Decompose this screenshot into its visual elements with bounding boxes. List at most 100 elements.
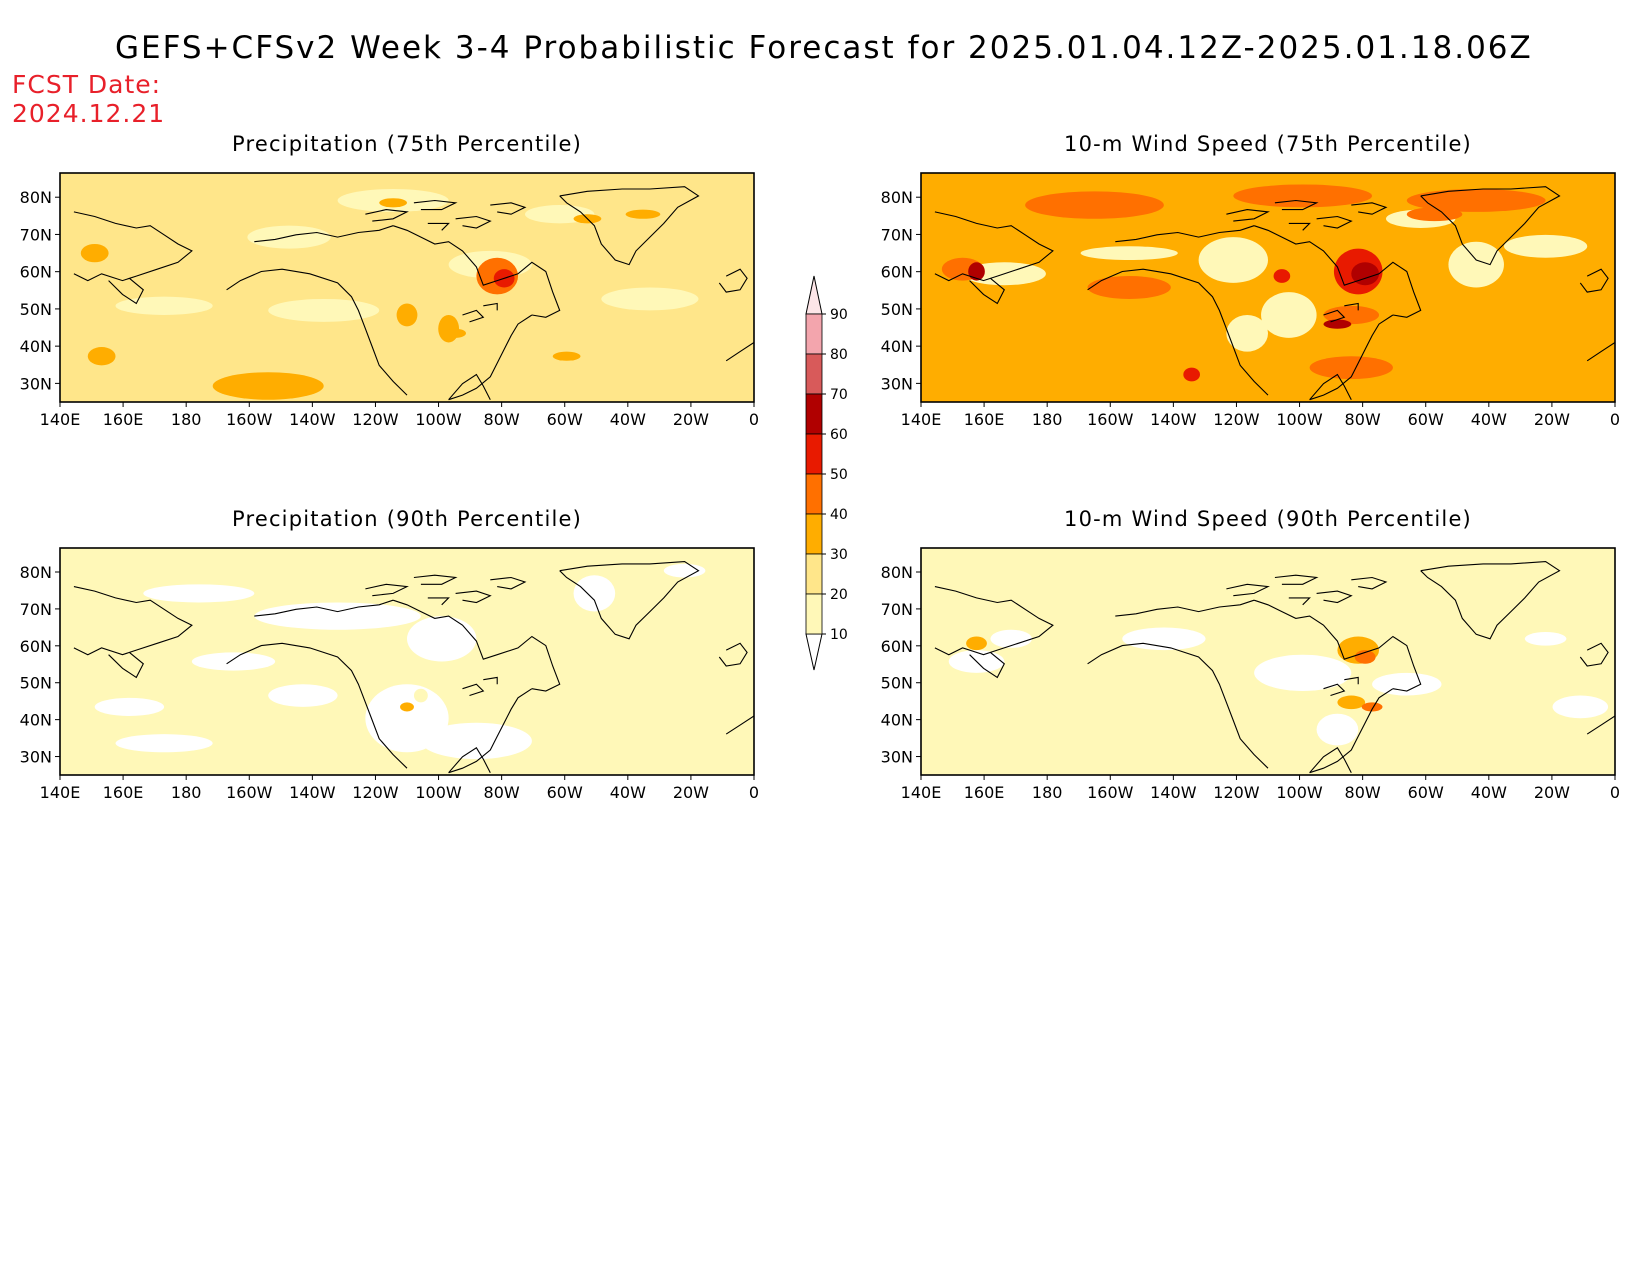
coastline	[969, 651, 1005, 679]
probability-region	[1406, 189, 1546, 212]
panel-title: Precipitation (75th Percentile)	[232, 132, 582, 156]
lat-label: 50N	[881, 300, 913, 319]
lat-label: 80N	[881, 563, 913, 582]
coastline	[1579, 268, 1609, 293]
probability-region	[1226, 314, 1269, 352]
coastline	[559, 561, 700, 640]
probability-region	[625, 209, 661, 219]
coastline	[455, 215, 492, 229]
lon-label: 140W	[289, 410, 336, 429]
coastline	[1323, 309, 1346, 323]
lat-label: 70N	[881, 600, 913, 619]
coastline	[718, 642, 748, 667]
lon-label: 160E	[103, 783, 144, 802]
lon-label: 140E	[901, 410, 942, 429]
lat-label: 40N	[881, 337, 913, 356]
colorbar-swatch	[805, 433, 823, 475]
lat-label: 80N	[881, 188, 913, 207]
lon-label: 60W	[547, 410, 583, 429]
lon-label: 40W	[610, 783, 646, 802]
probability-region	[191, 652, 276, 671]
coastline	[1226, 209, 1270, 222]
lat-label: 40N	[20, 711, 52, 730]
probability-region	[379, 198, 407, 208]
lon-label: 140E	[40, 783, 81, 802]
map-frame	[59, 172, 755, 403]
probability-region	[663, 563, 706, 578]
coastline	[1344, 676, 1359, 685]
probability-region	[1503, 234, 1588, 258]
probability-region	[445, 328, 466, 338]
probability-region	[115, 734, 213, 753]
probability-region	[1406, 207, 1463, 222]
colorbar-label: 10	[830, 627, 848, 643]
colorbar-label: 70	[830, 387, 848, 403]
probability-region	[143, 584, 255, 603]
colorbar-swatch	[805, 593, 823, 635]
coastline	[226, 268, 408, 396]
lon-label: 0	[749, 783, 759, 802]
coastline	[490, 202, 527, 215]
panel-title: Precipitation (90th Percentile)	[232, 507, 582, 531]
lat-label: 60N	[881, 263, 913, 282]
probability-region	[1316, 713, 1359, 746]
probability-region	[1323, 319, 1352, 329]
coastline	[1274, 574, 1319, 585]
probability-region	[1247, 566, 1317, 585]
coastline	[413, 199, 458, 211]
lon-label: 60W	[547, 783, 583, 802]
coastline	[1420, 561, 1561, 640]
coastline	[427, 222, 450, 231]
colorbar-label: 30	[830, 547, 848, 563]
colorbar-low-arrow	[805, 633, 823, 671]
probability-region	[1448, 241, 1504, 288]
lon-label: 20W	[673, 410, 709, 429]
lon-label: 140W	[1150, 410, 1197, 429]
colorbar-label: 50	[830, 467, 848, 483]
lat-label: 60N	[881, 637, 913, 656]
lat-label: 80N	[20, 563, 52, 582]
map-frame	[920, 172, 1616, 403]
lon-label: 60W	[1408, 410, 1444, 429]
probability-region	[1032, 559, 1227, 592]
lat-label: 50N	[881, 674, 913, 693]
lat-label: 50N	[20, 300, 52, 319]
lon-label: 80W	[484, 410, 520, 429]
lat-label: 80N	[20, 188, 52, 207]
lon-label: 60W	[1408, 783, 1444, 802]
probability-region	[413, 688, 428, 703]
lon-label: 100W	[1276, 410, 1323, 429]
coastline	[934, 211, 1054, 282]
coastline	[392, 599, 561, 692]
coastline	[226, 642, 408, 769]
probability-region	[1261, 292, 1317, 338]
coastline	[1316, 215, 1353, 229]
coastline	[108, 651, 144, 679]
coastline	[1420, 186, 1561, 266]
lat-label: 70N	[20, 600, 52, 619]
probability-region	[1524, 631, 1567, 646]
map-frame	[920, 547, 1616, 776]
probability-region	[573, 575, 616, 612]
coastline	[1288, 597, 1311, 606]
coastline	[365, 209, 409, 222]
probability-region	[1254, 654, 1352, 692]
lon-label: 180	[1032, 783, 1063, 802]
colorbar-label: 80	[830, 347, 848, 363]
coastline	[448, 314, 533, 401]
panel-title: 10-m Wind Speed (75th Percentile)	[1064, 132, 1472, 156]
lat-label: 30N	[881, 748, 913, 767]
probability-region	[476, 629, 505, 648]
coastline	[1323, 683, 1346, 697]
coastline	[1309, 314, 1394, 401]
probability-region	[400, 702, 414, 712]
lon-label: 140E	[40, 410, 81, 429]
lon-label: 120W	[1213, 410, 1260, 429]
coastline	[490, 576, 527, 590]
coastline	[934, 586, 1054, 656]
lat-label: 40N	[881, 711, 913, 730]
coastline	[448, 688, 533, 774]
lon-label: 160W	[226, 410, 273, 429]
lon-label: 20W	[673, 783, 709, 802]
